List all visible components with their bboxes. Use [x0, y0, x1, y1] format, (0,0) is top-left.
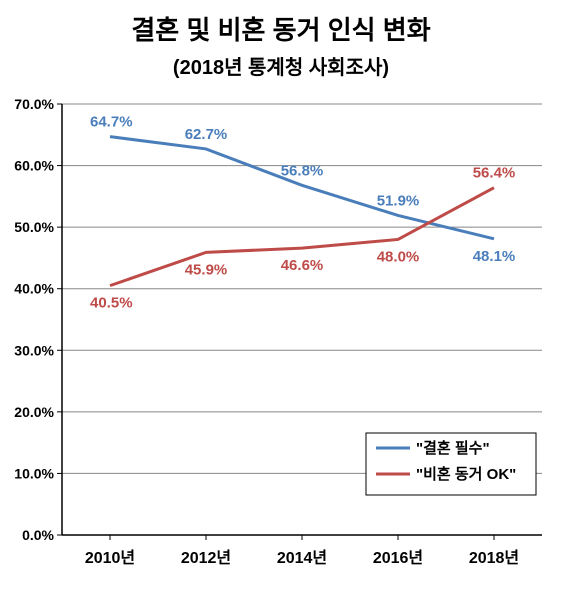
data-label: 56.8% — [281, 162, 324, 179]
data-label: 62.7% — [185, 126, 228, 143]
data-label: 56.4% — [473, 165, 516, 182]
x-tick-label: 2018년 — [469, 548, 519, 567]
data-label: 48.0% — [377, 248, 420, 265]
data-label: 46.6% — [281, 257, 324, 274]
y-tick-label: 70.0% — [14, 96, 54, 112]
series-line — [110, 137, 494, 239]
y-tick-label: 0.0% — [22, 527, 54, 543]
y-tick-label: 40.0% — [14, 281, 54, 297]
chart-container: 결혼 및 비혼 동거 인식 변화 (2018년 통계청 사회조사) 0.0% 10… — [0, 0, 562, 589]
data-label: 45.9% — [185, 261, 228, 278]
legend-label: "비혼 동거 OK" — [416, 466, 516, 483]
y-tick-label: 30.0% — [14, 342, 54, 358]
data-label: 48.1% — [473, 248, 516, 265]
chart-title: 결혼 및 비혼 동거 인식 변화 — [0, 0, 562, 47]
x-tick-label: 2010년 — [85, 548, 135, 567]
line-chart: 0.0% 10.0% 20.0% 30.0% 40.0% 50.0% 60.0% 70.0% 2… — [0, 80, 562, 585]
x-tick-label: 2014년 — [277, 548, 327, 567]
data-label: 64.7% — [90, 114, 133, 131]
x-tick-label: 2016년 — [373, 548, 423, 567]
y-tick-label: 20.0% — [14, 404, 54, 420]
data-label: 51.9% — [377, 192, 420, 209]
legend-label: "결혼 필수" — [416, 439, 490, 457]
y-tick-label: 10.0% — [14, 465, 54, 481]
chart-subtitle: (2018년 통계청 사회조사) — [0, 47, 562, 80]
y-tick-label: 50.0% — [14, 219, 54, 235]
x-tick-label: 2012년 — [181, 548, 231, 567]
y-tick-label: 60.0% — [14, 158, 54, 174]
data-label: 40.5% — [90, 295, 133, 312]
